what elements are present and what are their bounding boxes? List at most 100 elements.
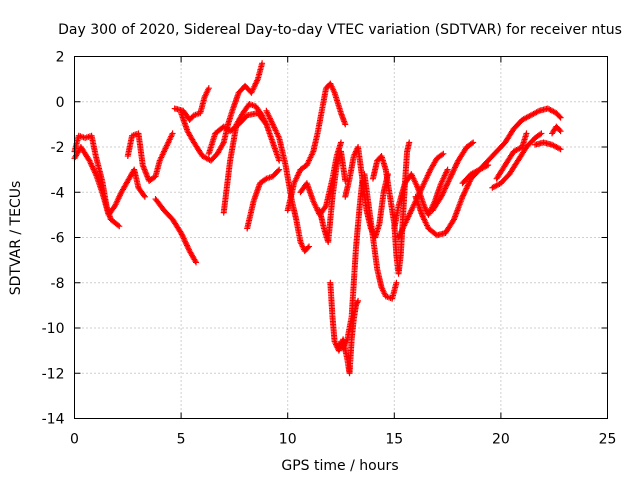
y-tick-label: 0 [56,95,65,111]
data-point [116,223,123,230]
x-tick-label: 20 [492,432,510,448]
data-point [439,151,446,158]
series-arc-9 [244,166,283,232]
data-point [355,297,362,304]
data-point [537,131,544,138]
data-point [276,157,283,164]
data-point [448,172,455,179]
series-arc-18 [369,139,413,277]
y-tick-label: -8 [51,276,65,292]
data-point [449,170,456,177]
data-point [556,113,563,120]
series-arc-26 [532,139,564,153]
data-point [193,259,200,266]
data-point [275,167,282,174]
data-point [466,179,473,186]
data-point [182,238,189,245]
data-point [184,242,191,249]
data-point [470,139,477,146]
data-point [306,243,313,250]
data-point [169,130,176,137]
data-point [276,166,283,173]
data-point [445,178,452,185]
plot-frame [74,56,608,419]
data-point [464,184,471,191]
data-point [205,85,212,92]
chart-title: Day 300 of 2020, Sidereal Day-to-day VTE… [58,22,622,38]
data-point [393,279,400,286]
data-point [442,185,449,192]
data-point [446,177,453,184]
data-point [461,189,468,196]
data-point [438,192,445,199]
series-arc-6 [178,60,266,164]
data-point [464,182,471,189]
data-point [463,185,470,192]
y-tick-label: -12 [42,366,65,382]
data-point [523,130,530,137]
x-tick-label: 5 [177,432,186,448]
data-point [557,114,564,121]
data-point [448,171,455,178]
data-point [453,161,460,168]
series-arc-12 [297,139,344,218]
data-point [451,164,458,171]
data-point [342,121,349,128]
data-point [556,127,563,134]
data-point [443,182,450,189]
x-axis-label: GPS time / hours [281,458,398,474]
data-point [459,193,466,200]
data-point [462,186,469,193]
data-point [178,229,185,236]
series-arc-10 [263,107,313,255]
y-tick-label: -10 [42,321,65,337]
x-tick-label: 0 [70,432,79,448]
y-tick-label: -2 [51,140,65,156]
data-point [342,177,349,184]
data-point [179,232,186,239]
data-point [446,175,453,182]
data-point [115,222,122,229]
data-point [557,146,564,153]
y-tick-label: -4 [51,185,65,201]
data-point [180,235,187,242]
data-point [440,150,447,157]
data-point [441,186,448,193]
series-arc-27 [549,123,564,137]
data-point [406,139,413,146]
data-point [451,165,458,172]
series-arc-11 [284,80,349,214]
data-point [259,60,266,67]
data-point [447,174,454,181]
data-point [460,192,467,199]
data-point [141,193,148,200]
data-point [439,190,446,197]
series-arc-8 [205,110,283,164]
x-tick-label: 25 [599,432,617,448]
y-tick-label: -14 [42,412,65,428]
data-point [338,139,344,146]
data-point [450,168,457,175]
x-tick-label: 15 [385,432,403,448]
data-point [183,241,190,248]
data-point [181,236,188,243]
y-tick-label: 2 [56,50,65,66]
y-tick-label: -6 [51,231,65,247]
data-point [182,239,189,246]
series-arc-7 [220,101,270,216]
data-point [438,193,445,200]
data-point [462,188,469,195]
series-arc-13 [316,148,349,246]
data-point [538,130,545,137]
series-arc-24 [489,130,545,191]
series-arc-2 [71,144,148,218]
series-arc-3 [124,130,176,184]
data-point [444,181,451,188]
data-point [557,128,564,135]
data-point [452,163,459,170]
data-point [178,231,185,238]
data-point [180,234,187,241]
data-point [460,190,467,197]
data-point [444,179,451,186]
